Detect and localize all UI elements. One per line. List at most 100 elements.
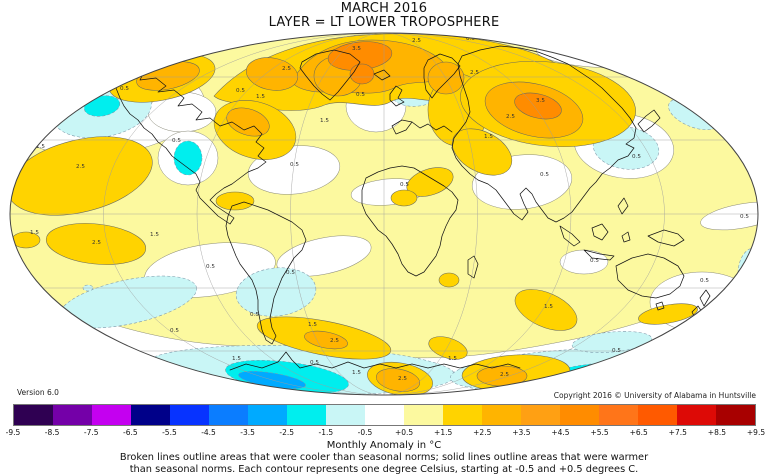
colorbar-segment (716, 405, 755, 425)
colorbar-tick-label: +4.5 (551, 428, 570, 437)
colorbar-tick-label: -6.5 (122, 428, 138, 437)
coast-sumatra (559, 225, 581, 247)
coast-south-america (225, 201, 307, 345)
colorbar-segment (131, 405, 170, 425)
warm-anomaly-region (438, 272, 460, 288)
contour-value-label: 2.5 (76, 164, 85, 170)
coast-sulawesi (621, 231, 631, 243)
colorbar-tick-label: +9.5 (746, 428, 766, 437)
contour-value-label: 1.5 (36, 144, 45, 150)
colorbar-tick-label: -8.5 (44, 428, 60, 437)
coast-philippines (617, 197, 629, 215)
contour-value-label: 0.5 (356, 92, 365, 98)
contour-value-label: 2.5 (412, 38, 421, 44)
colorbar-segment (599, 405, 638, 425)
colorbar-segment (443, 405, 482, 425)
colorbar-segment (287, 405, 326, 425)
contour-value-label: 1.5 (544, 304, 553, 310)
warm-anomaly-region (428, 336, 468, 360)
coast-asia (451, 45, 637, 223)
colorbar-segment (92, 405, 131, 425)
coast-scandinavia (423, 53, 461, 99)
warm-anomaly-core-hot (349, 63, 375, 85)
contour-value-label: 2.5 (330, 338, 339, 344)
map-outline (9, 32, 759, 396)
colorbar-segment (53, 405, 92, 425)
warm-anomaly-region (45, 223, 147, 265)
contour-value-label: 0.5 (632, 154, 641, 160)
title-block: MARCH 2016 LAYER = LT LOWER TROPOSPHERE (0, 2, 768, 30)
contour-value-label: 1.5 (232, 356, 241, 362)
colorbar-segment (560, 405, 599, 425)
neutral-region (276, 235, 372, 277)
contour-value-label: 0.5 (592, 46, 601, 52)
cool-anomaly-core (173, 140, 203, 176)
colorbar-tick-label: -0.5 (357, 428, 373, 437)
colorbar-tick-label: +1.5 (434, 428, 453, 437)
contour-value-label: 2.5 (500, 372, 509, 378)
warm-anomaly-region (514, 289, 578, 331)
colorbar-segment (404, 405, 443, 425)
warm-anomaly-region (390, 189, 418, 207)
colorbar-segment (482, 405, 521, 425)
contour-value-label: 0.5 (700, 106, 709, 112)
contour-value-label: 0.5 (700, 278, 709, 284)
colorbar-tick-label: +3.5 (512, 428, 531, 437)
cool-anomaly-core (83, 95, 121, 117)
contour-value-label: 1.5 (150, 232, 159, 238)
contour-value-label: 1.5 (484, 134, 493, 140)
contour-value-label: 2.5 (506, 114, 515, 120)
coast-madagascar (467, 255, 479, 279)
warm-anomaly-core (304, 330, 348, 350)
cool-anomaly-region (571, 331, 653, 353)
caption-block: Monthly Anomaly in °C Broken lines outli… (0, 440, 768, 475)
contour-value-label: 2.5 (282, 66, 291, 72)
colorbar-segment (677, 405, 716, 425)
colorbar-tick-label: +6.5 (629, 428, 648, 437)
colorbar-segment (170, 405, 209, 425)
contour-value-label: 1.5 (320, 118, 329, 124)
contour-value-label: 0.5 (286, 270, 295, 276)
coast-mediterranean (411, 121, 453, 133)
coast-australia (615, 253, 685, 299)
copyright-label: Copyright 2016 © University of Alabama i… (553, 391, 756, 400)
warm-anomaly-region (638, 303, 698, 325)
contour-value-label: 1.5 (30, 230, 39, 236)
caption-line-1: Broken lines outline areas that were coo… (119, 452, 649, 463)
colorbar-segment (14, 405, 53, 425)
contour-value-label: 2.5 (470, 70, 479, 76)
coast-new-guinea (647, 229, 685, 247)
contour-value-label: 0.5 (172, 138, 181, 144)
colorbar-tick-label: -7.5 (83, 428, 99, 437)
coast-antarctica (229, 351, 521, 371)
colorbar-tick-label: -4.5 (201, 428, 216, 437)
contour-value-label: 0.5 (170, 328, 179, 334)
contour-value-label: 0.5 (612, 348, 621, 354)
caption-line-2: than seasonal norms. Each contour repres… (129, 463, 639, 475)
contour-value-label: 0.5 (250, 312, 259, 318)
coastlines (115, 45, 711, 371)
coast-greenland (299, 49, 361, 101)
colorbar (13, 404, 756, 426)
coast-tasmania (655, 301, 665, 311)
colorbar-ticks: -9.5 -8.5 -7.5 -6.5 -5.5 -4.5 -3.5 -2.5 -1.5 -0.5… (6, 428, 765, 438)
coast-iberia (391, 119, 413, 135)
warm-anomaly-region (451, 128, 513, 176)
contour-value-label: 0.5 (400, 182, 409, 188)
contour-value-label: 0.5 (466, 36, 475, 42)
colorbar-segment (209, 405, 248, 425)
map-title-month: MARCH 2016 (340, 1, 428, 16)
contour-value-label: 1.5 (308, 322, 317, 328)
contour-value-label: 3.5 (352, 46, 361, 52)
cool-anomaly-region (59, 275, 197, 329)
contour-value-label: 0.5 (590, 258, 599, 264)
colorbar-tick-label: -9.5 (5, 428, 21, 437)
map-title-layer: LAYER = LT LOWER TROPOSPHERE (268, 15, 500, 30)
neutral-region (700, 201, 758, 231)
cool-anomaly-region (737, 247, 758, 301)
coast-africa (361, 165, 459, 277)
warm-regions (10, 33, 698, 395)
colorbar-tick-label: +8.5 (707, 428, 726, 437)
coast-british-isles (389, 85, 405, 107)
